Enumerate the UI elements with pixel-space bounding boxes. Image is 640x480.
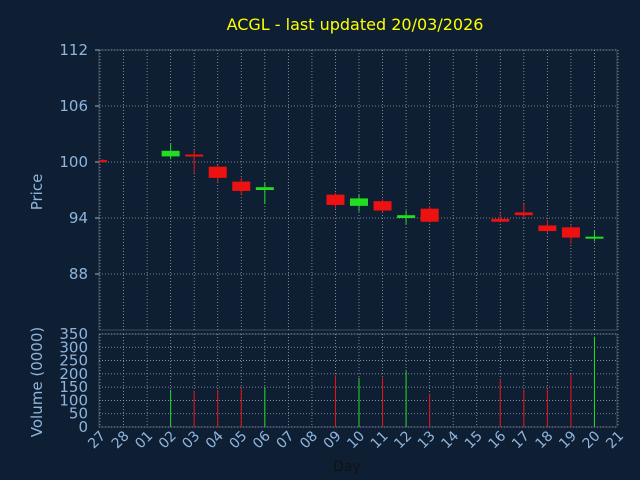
candle-body [585,236,604,239]
candle-body [255,187,274,190]
candle-body [326,194,345,205]
volume-tick-label: 0 [78,418,88,436]
grid [99,49,619,428]
candle-body [350,198,368,206]
volume-tick-label: 350 [59,325,88,343]
candle-body [420,208,439,222]
day-axis: 27 28 01 02 03 04 05 06 07 08 09 10 11 12 13 14 15 16 17 18… [85,428,627,452]
volume-tick-label: 150 [59,378,88,396]
volume-tick-label: 200 [59,365,88,383]
candle-body [161,150,180,157]
candle-body [491,218,510,222]
candle-body [373,201,392,211]
volume-tick-label: 100 [59,391,88,409]
price-axis: 88 94 100 106 112 [59,41,99,283]
price-tick-label: 94 [69,209,88,227]
price-series [99,143,604,245]
volume-tick-label: 250 [59,352,88,370]
candle-body [561,227,580,238]
chart-title: ACGL - last updated 20/03/2026 [227,15,484,34]
candle-body [397,215,416,218]
price-axis-label: Price [28,174,46,211]
volume-tick-label: 300 [59,338,88,356]
candle-body [208,166,227,178]
candle-body [514,212,533,216]
day-axis-label: Day [333,459,361,475]
volume-tick-label: 50 [69,405,88,423]
volume-series [170,336,595,427]
candle-body [185,154,204,157]
candle-body [232,181,251,191]
volume-axis-label: Volume (0000) [28,327,46,437]
price-tick-label: 112 [59,41,88,59]
price-tick-label: 88 [69,265,88,283]
candle-body [99,160,107,163]
price-tick-label: 100 [59,153,88,171]
candle-body [538,225,557,232]
price-tick-label: 106 [59,97,88,115]
